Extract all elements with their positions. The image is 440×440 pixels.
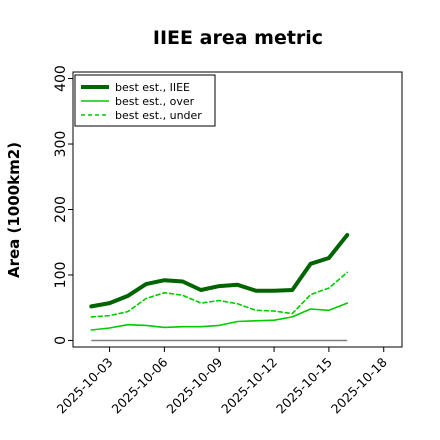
plot-frame	[72, 71, 403, 348]
legend-label-over: best est., over	[115, 95, 195, 108]
y-tick-label-1: 100	[53, 262, 69, 289]
series-line-2	[90, 271, 349, 318]
series-line-0	[89, 233, 350, 309]
x-tick-label-4: 2025-10-15	[273, 355, 335, 417]
x-tick-label-3: 2025-10-12	[218, 355, 280, 417]
legend: best est., IIEE best est., over best est…	[74, 74, 216, 127]
y-tick-label-4: 400	[53, 65, 69, 92]
chart-title: IIEE area metric	[153, 27, 323, 49]
x-tick-label-2: 2025-10-09	[163, 354, 225, 416]
x-tick-label-1: 2025-10-06	[109, 354, 171, 416]
y-tick-label-0: 0	[53, 336, 69, 345]
x-tick-label-0: 2025-10-03	[54, 355, 116, 417]
y-tick-label-3: 300	[53, 131, 69, 158]
series-line-1	[90, 302, 349, 331]
y-tick-label-2: 200	[53, 196, 69, 223]
legend-label-under: best est., under	[115, 109, 202, 122]
y-axis-label: Area (1000km2)	[5, 142, 23, 278]
x-tick-label-5: 2025-10-18	[328, 354, 390, 416]
legend-label-iiee: best est., IIEE	[115, 81, 190, 94]
